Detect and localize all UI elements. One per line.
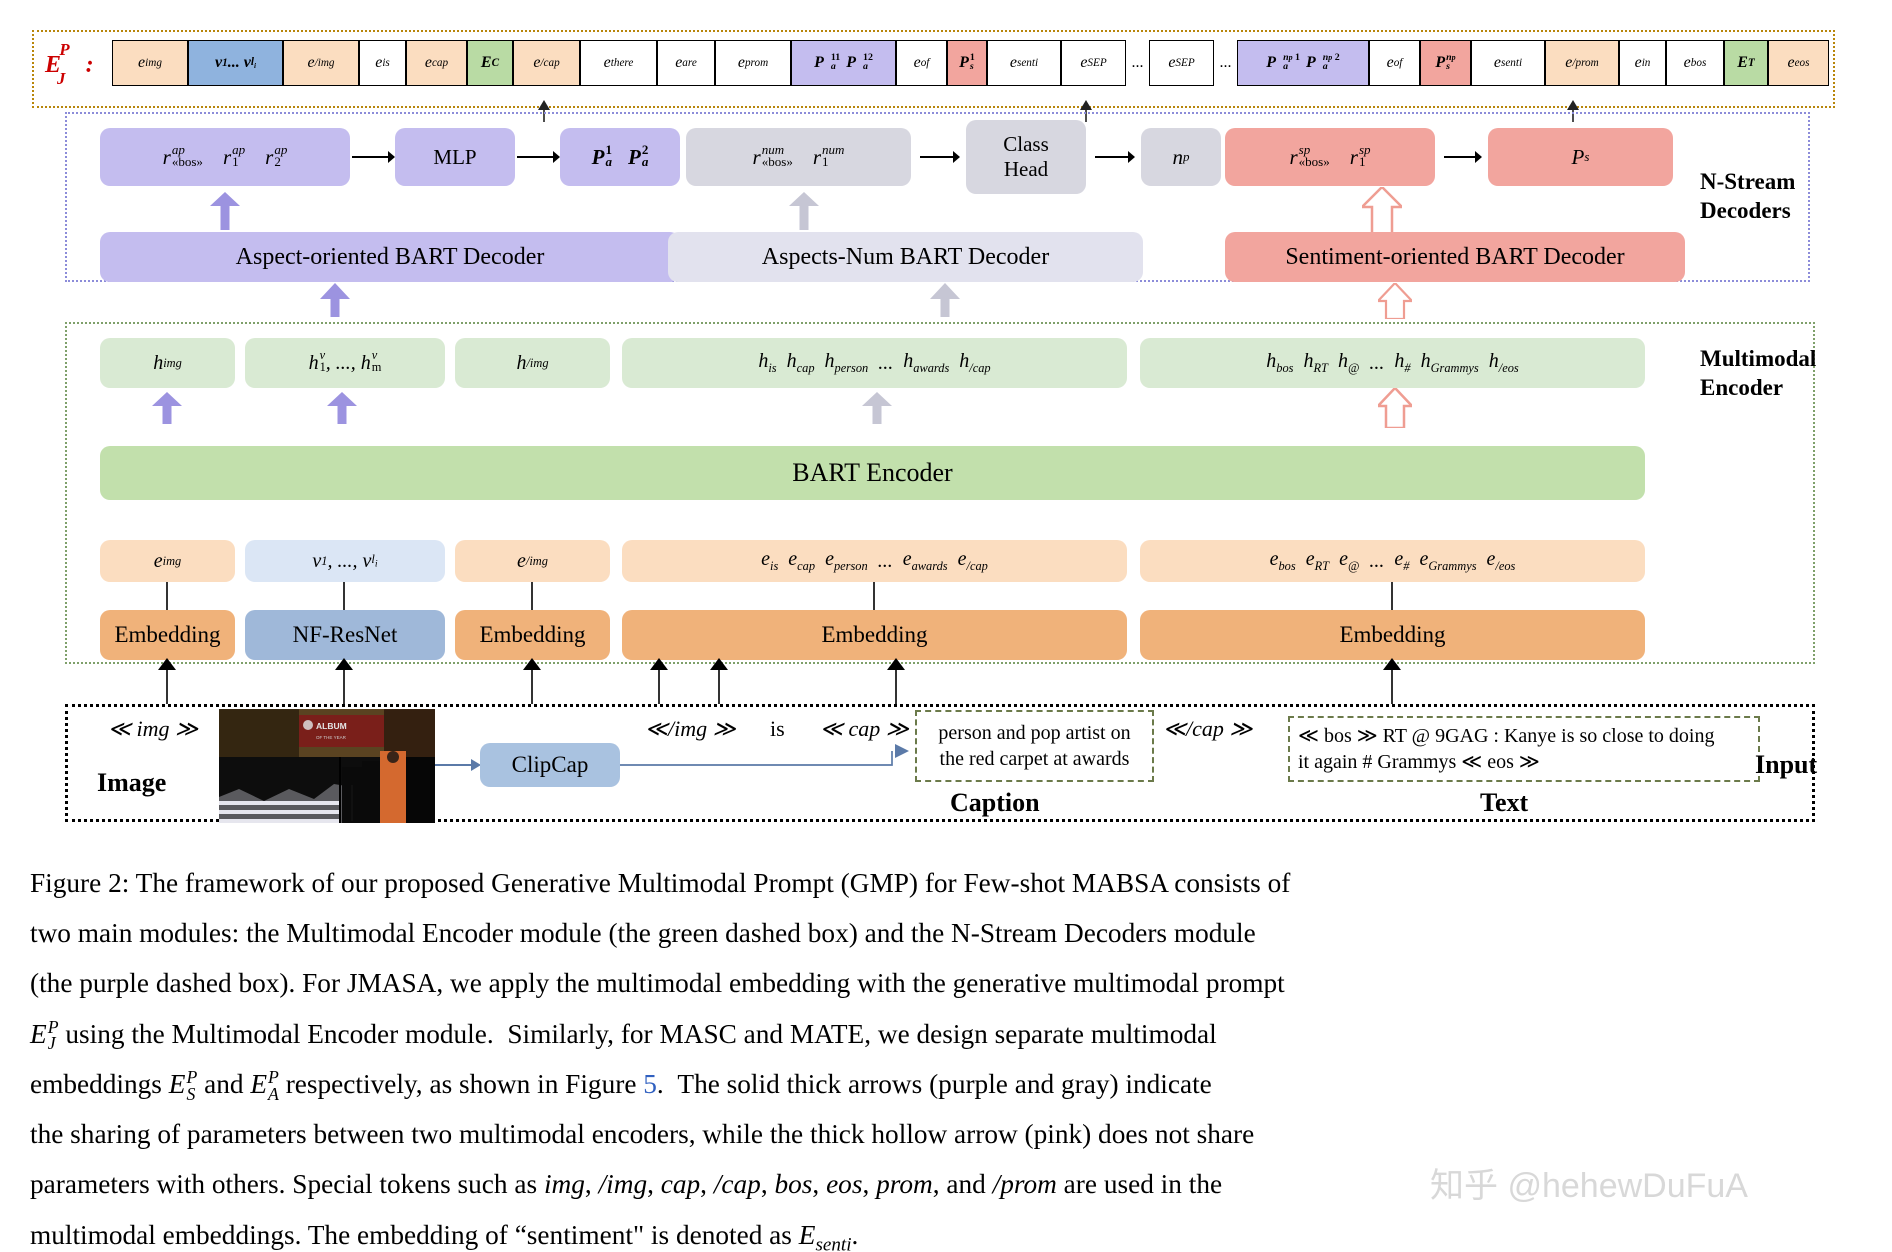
svg-text:ALBUM: ALBUM [316,721,347,731]
svg-text:OF THE YEAR: OF THE YEAR [316,735,347,740]
